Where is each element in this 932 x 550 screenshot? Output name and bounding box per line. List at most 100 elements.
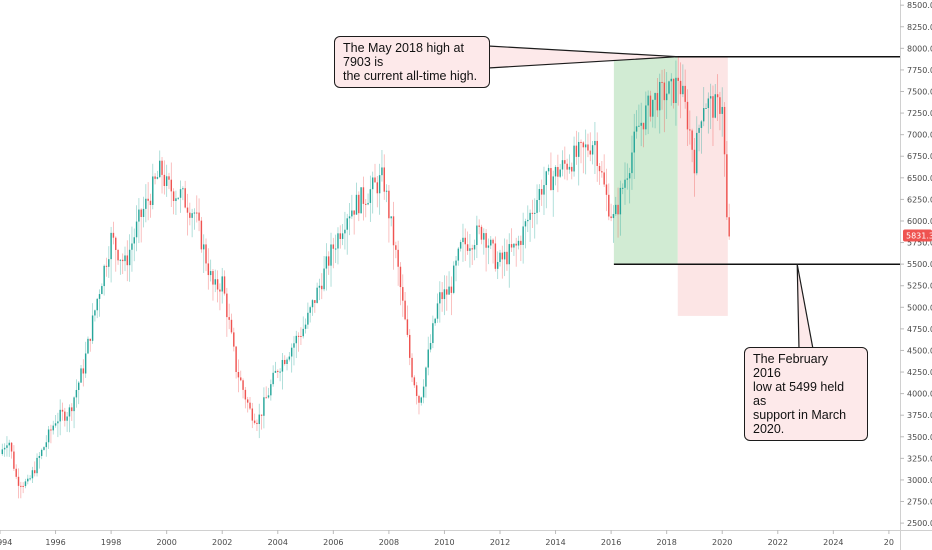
y-tick-label: 6000.0 <box>907 217 932 226</box>
candle-body <box>464 237 466 245</box>
candle-body <box>302 328 304 337</box>
candle-body <box>557 166 559 177</box>
x-tick-label: 1996 <box>45 538 65 547</box>
candle-body <box>327 256 330 266</box>
candle-body <box>168 176 170 180</box>
candle-body <box>689 129 691 131</box>
candle-body <box>434 318 436 324</box>
candle-body <box>13 451 15 469</box>
candle-body <box>668 81 670 94</box>
candle-body <box>344 229 346 234</box>
candle-body <box>341 233 344 239</box>
candle-body <box>603 172 605 185</box>
candle-body <box>189 212 191 218</box>
candle-body <box>601 171 603 173</box>
candle-body <box>635 126 638 132</box>
candle-body <box>22 485 24 487</box>
candle-body <box>543 185 545 195</box>
candle-body <box>723 106 726 155</box>
candle-body <box>503 251 506 260</box>
candle-body <box>566 163 568 170</box>
candle-body <box>165 176 168 186</box>
candle-body <box>96 298 98 311</box>
candle-body <box>205 244 207 264</box>
candle-body <box>219 289 221 292</box>
candle-body <box>580 141 582 143</box>
candle-body <box>45 442 48 448</box>
candle-body <box>309 307 311 313</box>
candle-body <box>728 217 730 237</box>
candle-body <box>443 289 446 300</box>
candle-body <box>82 368 85 374</box>
candle-body <box>473 245 476 250</box>
candle-body <box>496 262 499 269</box>
y-tick-label: 7250.0 <box>907 109 932 118</box>
candle-body <box>1 449 4 455</box>
x-tick-label: 2006 <box>323 538 343 547</box>
candle-body <box>274 370 277 373</box>
last-price-label: 5831.3 <box>906 232 932 241</box>
candle-body <box>452 265 455 293</box>
candle-body <box>251 408 254 421</box>
x-tick-label: 2024 <box>823 538 843 547</box>
candle-body <box>332 244 335 249</box>
candle-body <box>378 175 381 194</box>
candle-body <box>314 300 316 303</box>
candle-body <box>621 187 624 189</box>
candle-body <box>531 212 534 214</box>
candle-body <box>337 233 339 249</box>
candle-body <box>577 141 580 157</box>
candle-body <box>68 407 71 417</box>
candle-body <box>527 219 529 222</box>
candle-body <box>554 166 557 177</box>
candle-body <box>242 380 244 390</box>
candle-body <box>24 481 27 487</box>
candle-body <box>36 457 38 474</box>
candle-body <box>281 359 284 372</box>
candle-body <box>126 255 129 266</box>
candle-body <box>110 232 112 260</box>
candle-body <box>34 470 36 474</box>
candle-body <box>476 225 478 246</box>
y-tick-label: 4000.0 <box>907 390 932 399</box>
candle-body <box>145 198 147 209</box>
x-tick-label: 1994 <box>0 538 12 547</box>
candle-body <box>381 167 383 176</box>
candle-body <box>508 244 510 265</box>
candle-body <box>156 177 159 179</box>
candle-body <box>596 140 598 166</box>
candle-body <box>161 160 163 175</box>
candle-body <box>8 442 10 446</box>
candle-body <box>159 160 161 178</box>
candle-body <box>612 214 615 219</box>
x-tick-label: 2010 <box>434 538 454 547</box>
candle-body <box>679 80 682 95</box>
candle-body <box>478 225 480 227</box>
candle-body <box>149 200 152 205</box>
candle-body <box>705 108 707 110</box>
candle-body <box>43 447 45 450</box>
candle-body <box>84 353 87 374</box>
candle-body <box>207 263 210 276</box>
pointer-bottom <box>796 263 814 350</box>
candle-body <box>172 191 175 202</box>
candle-body <box>545 171 548 186</box>
candle-body <box>47 429 50 443</box>
candle-body <box>154 176 156 179</box>
candle-body <box>499 252 501 263</box>
candle-body <box>152 176 154 205</box>
candle-body <box>450 286 453 293</box>
candle-body <box>506 251 508 265</box>
candle-body <box>267 395 270 398</box>
candle-body <box>121 259 124 262</box>
candle-body <box>415 385 418 396</box>
candle-body <box>38 455 41 458</box>
candle-body <box>631 152 633 174</box>
candle-body <box>265 397 267 399</box>
candle-body <box>420 397 423 403</box>
candle-body <box>80 368 82 383</box>
y-tick-label: 3000.0 <box>907 476 932 485</box>
candle-body <box>462 237 464 243</box>
candle-body <box>698 127 700 133</box>
candle-body <box>406 319 409 335</box>
